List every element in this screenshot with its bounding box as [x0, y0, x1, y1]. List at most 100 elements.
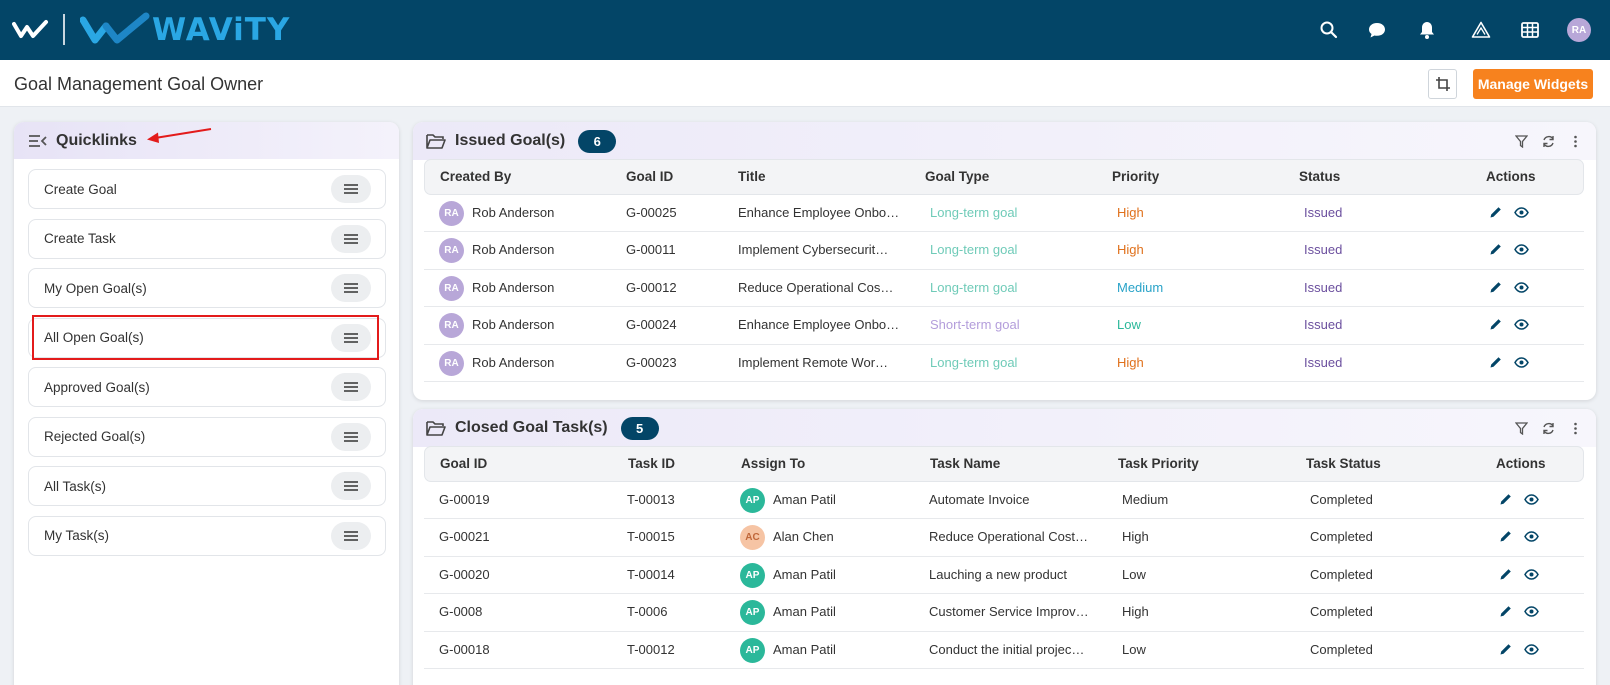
- edit-icon[interactable]: [1498, 529, 1513, 544]
- column-header[interactable]: Assign To: [741, 456, 806, 471]
- quicklink-item[interactable]: My Task(s): [28, 515, 386, 556]
- collapse-menu-icon[interactable]: [28, 132, 48, 150]
- table-row[interactable]: RA Rob Anderson G-00023 Implement Remote Wo…: [424, 345, 1584, 382]
- view-icon[interactable]: [1514, 242, 1529, 257]
- table-body: G-00019 T-00013 Aman Patil Automate Invoice…: [424, 482, 1584, 669]
- table-row[interactable]: G-00019 T-00013 Aman Patil Automate Invoice…: [424, 482, 1584, 520]
- edit-icon[interactable]: [1488, 355, 1503, 370]
- quicklink-menu-button[interactable]: [331, 472, 371, 500]
- row-actions: [1488, 205, 1529, 220]
- view-icon[interactable]: [1514, 280, 1529, 295]
- column-header[interactable]: Created By: [440, 169, 512, 184]
- filter-icon[interactable]: [1514, 420, 1528, 436]
- table-row[interactable]: RA Rob Anderson G-00025 Enhance Employee On…: [424, 195, 1584, 233]
- hamburger-menu-icon: [344, 382, 358, 392]
- table-row[interactable]: RA Rob Anderson G-00024 Enhance Employee On…: [424, 307, 1584, 345]
- refresh-icon[interactable]: [1541, 133, 1555, 149]
- view-icon[interactable]: [1514, 317, 1529, 332]
- priority-cell: High: [1117, 242, 1144, 258]
- quicklink-menu-button[interactable]: [331, 224, 371, 253]
- quicklink-menu-button[interactable]: [331, 175, 371, 203]
- column-header[interactable]: Task ID: [628, 456, 676, 471]
- widget-tools: [1514, 420, 1582, 436]
- warning-triangle-icon[interactable]: [1469, 18, 1493, 42]
- grid-icon[interactable]: [1518, 18, 1542, 42]
- view-icon[interactable]: [1524, 567, 1539, 582]
- column-header[interactable]: Title: [738, 169, 766, 184]
- quicklink-item[interactable]: Rejected Goal(s): [28, 416, 386, 457]
- edit-icon[interactable]: [1488, 280, 1503, 295]
- view-icon[interactable]: [1524, 604, 1539, 619]
- search-icon[interactable]: [1317, 18, 1341, 42]
- column-header[interactable]: Goal ID: [626, 169, 674, 184]
- quicklink-menu-button[interactable]: [331, 323, 371, 352]
- wavity-logo-icon: [80, 12, 150, 44]
- user-avatar[interactable]: RA: [1567, 18, 1591, 42]
- table-row[interactable]: RA Rob Anderson G-00011 Implement Cybersecu…: [424, 232, 1584, 270]
- title-cell: Enhance Employee Onbo…: [738, 317, 900, 333]
- task-name-cell: Automate Invoice: [929, 492, 1030, 507]
- table-row[interactable]: G-00020 T-00014 Aman Patil Lauching a new p…: [424, 557, 1584, 595]
- column-header[interactable]: Goal Type: [925, 169, 990, 184]
- column-header[interactable]: Task Status: [1306, 456, 1381, 471]
- quicklink-item[interactable]: Create Task: [28, 218, 386, 259]
- edit-icon[interactable]: [1488, 242, 1503, 257]
- quicklink-item[interactable]: Approved Goal(s): [28, 367, 386, 407]
- column-header[interactable]: Status: [1299, 169, 1341, 184]
- filter-icon[interactable]: [1514, 133, 1528, 149]
- quicklink-item[interactable]: Create Goal: [28, 169, 386, 209]
- edit-icon[interactable]: [1488, 205, 1503, 220]
- column-header[interactable]: Goal ID: [440, 456, 488, 471]
- bell-icon[interactable]: [1415, 18, 1439, 42]
- column-header[interactable]: Task Name: [930, 456, 1001, 471]
- manage-widgets-button[interactable]: Manage Widgets: [1473, 69, 1593, 99]
- view-icon[interactable]: [1524, 492, 1539, 507]
- edit-icon[interactable]: [1498, 567, 1513, 582]
- more-options-icon[interactable]: [1568, 420, 1582, 436]
- view-icon[interactable]: [1514, 355, 1529, 370]
- task-status-cell: Completed: [1310, 529, 1373, 545]
- logo-divider: [63, 14, 65, 45]
- row-actions: [1498, 642, 1539, 657]
- edit-icon[interactable]: [1498, 492, 1513, 507]
- page-header: Goal Management Goal Owner: [0, 60, 1610, 107]
- annotation-arrow: [147, 128, 212, 143]
- view-icon[interactable]: [1524, 529, 1539, 544]
- title-cell: Enhance Employee Onbo…: [738, 205, 900, 220]
- column-header[interactable]: Priority: [1112, 169, 1160, 184]
- quicklink-menu-button[interactable]: [331, 521, 371, 550]
- wavity-small-logo-icon[interactable]: [12, 18, 50, 42]
- row-actions: [1498, 529, 1539, 544]
- quicklink-item[interactable]: All Open Goal(s): [28, 317, 386, 358]
- quicklink-item[interactable]: All Task(s): [28, 466, 386, 506]
- chat-icon[interactable]: [1365, 18, 1389, 42]
- task-id-cell: T-00014: [627, 566, 675, 582]
- table-row[interactable]: G-0008 T-0006 Aman Patil Customer Service I…: [424, 594, 1584, 632]
- quicklink-menu-button[interactable]: [331, 373, 371, 401]
- edit-icon[interactable]: [1498, 642, 1513, 657]
- table-row[interactable]: G-00018 T-00012 Aman Patil Conduct the init…: [424, 632, 1584, 669]
- avatar: AP: [740, 600, 765, 626]
- quicklink-label: Rejected Goal(s): [44, 429, 146, 444]
- column-header[interactable]: Actions: [1496, 456, 1546, 471]
- quicklink-item[interactable]: My Open Goal(s): [28, 268, 386, 308]
- title-cell: Implement Remote Wor…: [738, 354, 889, 370]
- refresh-icon[interactable]: [1541, 420, 1555, 436]
- view-icon[interactable]: [1524, 642, 1539, 657]
- edit-icon[interactable]: [1488, 317, 1503, 332]
- quicklink-menu-button[interactable]: [331, 422, 371, 451]
- column-header[interactable]: Actions: [1486, 169, 1536, 184]
- more-options-icon[interactable]: [1568, 133, 1582, 149]
- table-header: Created By Goal ID Title Goal Type Priority S…: [424, 159, 1584, 195]
- column-header[interactable]: Task Priority: [1118, 456, 1199, 471]
- quicklink-menu-button[interactable]: [331, 274, 371, 302]
- view-icon[interactable]: [1514, 205, 1529, 220]
- assign-to-cell: Aman Patil: [773, 641, 836, 657]
- table-row[interactable]: RA Rob Anderson G-00012 Reduce Operational …: [424, 270, 1584, 308]
- edit-icon[interactable]: [1498, 604, 1513, 619]
- crop-layout-button[interactable]: [1428, 69, 1457, 99]
- table-row[interactable]: G-00021 T-00015 Alan Chen Reduce Operationa…: [424, 519, 1584, 557]
- issued-goals-table: Created By Goal ID Title Goal Type Priority S…: [424, 159, 1584, 382]
- quicklink-label: My Open Goal(s): [44, 280, 147, 296]
- task-priority-cell: Low: [1122, 566, 1146, 582]
